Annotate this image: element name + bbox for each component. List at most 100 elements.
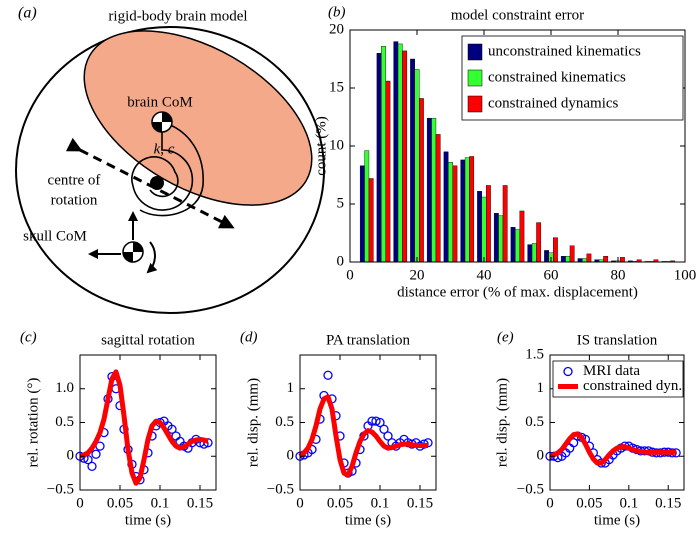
bar xyxy=(531,243,537,263)
marker xyxy=(375,417,385,428)
marker xyxy=(203,438,213,448)
chart-title: PA translation xyxy=(326,332,411,348)
bar xyxy=(527,244,533,263)
chart-panel: (b) model constraint error distance error … xyxy=(313,4,696,300)
bar xyxy=(586,253,592,263)
x-tick-label: 0.15 xyxy=(655,495,681,511)
bar xyxy=(569,245,575,263)
y-tick-label: 0 xyxy=(287,448,295,464)
x-tick-label: 0.15 xyxy=(187,495,213,511)
chart-panel: (c) sagittal rotation time (s) rel. rotatio… xyxy=(20,329,217,528)
y-tick-label: 0 xyxy=(67,448,75,464)
legend-label: constrained dynamics xyxy=(488,95,619,111)
bar xyxy=(410,58,415,263)
y-tick-label: 1.0 xyxy=(55,380,74,396)
skull-com-label: skull CoM xyxy=(23,228,87,244)
bar xyxy=(393,41,399,263)
bar xyxy=(577,258,583,263)
x-tick-label: 0 xyxy=(546,495,554,511)
x-tick-label: 0 xyxy=(76,495,84,511)
y-tick-label: 0.5 xyxy=(55,414,74,430)
bar xyxy=(493,213,499,263)
bar xyxy=(464,157,470,263)
panel-label: (d) xyxy=(240,329,258,345)
y-axis-label: rel. rotation (°) xyxy=(25,378,41,468)
panel-label: (a) xyxy=(18,5,37,22)
y-axis-label: count (%) xyxy=(313,116,329,176)
x-tick-label: 0.1 xyxy=(151,495,170,511)
bar xyxy=(443,151,449,263)
bar xyxy=(486,185,491,263)
x-tick-label: 0.05 xyxy=(327,495,353,511)
brain-com-label: brain CoM xyxy=(127,94,192,110)
x-tick-label: 80 xyxy=(611,267,626,283)
bar xyxy=(452,165,458,263)
brain-com-symbol xyxy=(151,111,173,133)
x-tick-label: 100 xyxy=(674,267,696,283)
legend-swatch xyxy=(467,95,483,113)
marker xyxy=(383,431,393,441)
bar xyxy=(510,226,516,263)
bar xyxy=(620,257,625,263)
bar xyxy=(544,250,549,263)
spring-label: k, c xyxy=(154,141,175,157)
bar xyxy=(519,210,525,263)
marker xyxy=(379,424,389,434)
x-tick-label: 0 xyxy=(346,267,354,283)
bar xyxy=(419,98,424,263)
chart-title: IS translation xyxy=(577,332,658,348)
y-tick-label: −0.5 xyxy=(267,481,294,497)
bar xyxy=(536,222,542,263)
bar xyxy=(560,256,566,263)
panel-label: (e) xyxy=(497,329,514,345)
y-tick-label: −0.5 xyxy=(517,481,544,497)
y-tick-label: 0.5 xyxy=(275,414,294,430)
x-axis-label: time (s) xyxy=(594,512,640,528)
x-tick-label: 40 xyxy=(477,267,492,283)
marker xyxy=(87,461,97,472)
chart-panel: (e) IS translation time (s) rel. disp. (mm)… xyxy=(494,329,685,528)
chart-title: model constraint error xyxy=(451,7,584,23)
x-tick-label: 0.15 xyxy=(407,495,433,511)
y-tick-label: 1 xyxy=(287,380,295,396)
bar xyxy=(402,50,408,263)
panel-label: (b) xyxy=(328,4,346,20)
bar xyxy=(481,196,487,263)
x-tick-label: 0.05 xyxy=(576,495,602,511)
x-tick-label: 20 xyxy=(410,267,425,283)
x-tick-label: 0.1 xyxy=(371,495,390,511)
bar xyxy=(565,256,571,263)
marker xyxy=(91,449,101,459)
legend-swatch xyxy=(467,69,483,87)
legend-swatch xyxy=(563,366,573,377)
chart-panel: (d) PA translation time (s) rel. disp. (mm)… xyxy=(240,329,437,528)
y-tick-label: 15 xyxy=(329,79,344,95)
line xyxy=(549,431,677,466)
legend-box xyxy=(461,35,684,121)
bar xyxy=(359,165,365,263)
marker xyxy=(167,424,177,434)
legend-box xyxy=(552,360,684,398)
y-tick-label: −0.5 xyxy=(47,481,74,497)
y-tick-label: 0 xyxy=(337,253,345,269)
bar xyxy=(435,134,441,263)
y-tick-label: 0.5 xyxy=(525,414,544,430)
chart-title: sagittal rotation xyxy=(101,332,195,348)
spring-spiral xyxy=(131,132,194,211)
bar xyxy=(582,258,587,263)
y-tick-label: 10 xyxy=(329,137,344,153)
diagram-title: rigid-body brain model xyxy=(108,8,247,24)
marker xyxy=(323,370,333,380)
bar xyxy=(426,117,432,263)
y-tick-label: 5 xyxy=(337,195,345,211)
bar xyxy=(431,117,437,263)
diagram-panel: (a) rigid-body brain model brain CoM k, … xyxy=(15,5,325,314)
line xyxy=(79,369,209,486)
y-axis-label: rel. disp. (mm) xyxy=(494,378,510,467)
moment-arrow xyxy=(146,241,158,274)
rotation-centre xyxy=(150,176,164,190)
y-tick-label: 1.5 xyxy=(525,346,544,362)
bar xyxy=(498,215,504,263)
bar xyxy=(502,185,508,263)
legend-swatch xyxy=(467,43,483,61)
